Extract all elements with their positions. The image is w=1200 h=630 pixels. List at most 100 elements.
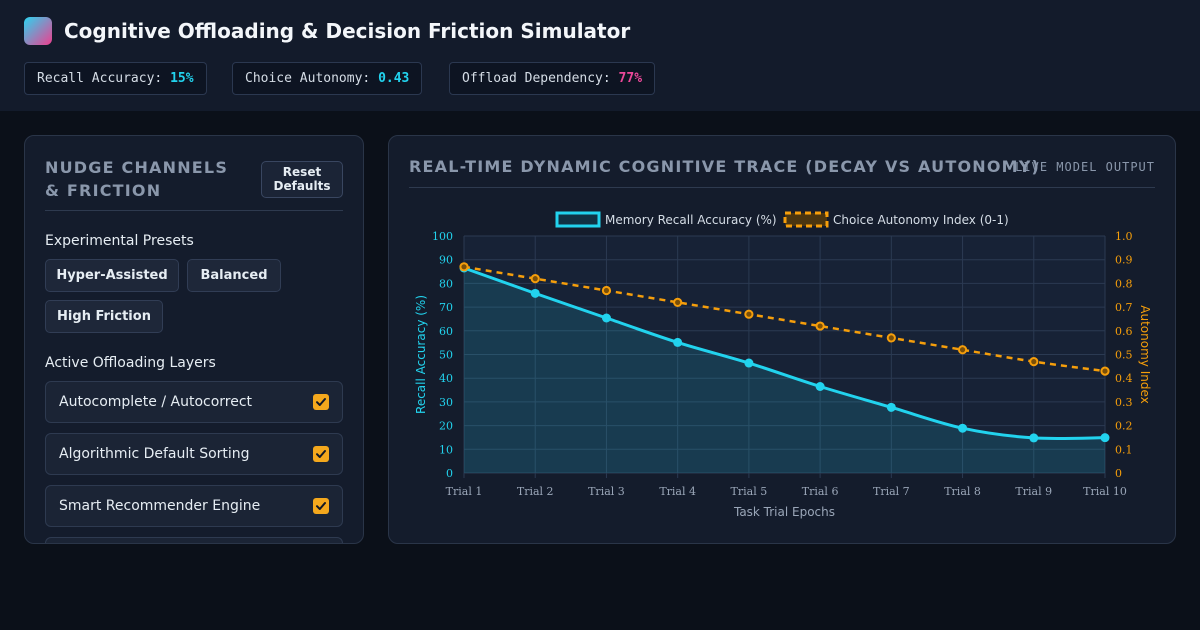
data-point-recall [815,381,825,391]
data-point-autonomy [1029,357,1039,367]
data-point-recall [530,288,540,298]
x-tick-label: Trial 5 [731,485,768,498]
y-right-tick-label: 0.4 [1115,372,1133,385]
x-tick-label: Trial 10 [1083,485,1127,498]
legend-label-recall: Memory Recall Accuracy (%) [605,213,777,227]
app-header: Cognitive Offloading & Decision Friction… [0,0,1200,111]
layer-checkbox[interactable] [313,446,329,462]
layer-checkbox[interactable] [313,498,329,514]
layer-label: Autocomplete / Autocorrect [59,394,253,410]
checkmark-icon [316,398,326,406]
series-area-fill [464,267,1105,473]
preset-hyper-assisted-button[interactable]: Hyper-Assisted [45,259,179,292]
data-point-recall [958,423,968,433]
app-logo [24,17,52,45]
x-tick-label: Trial 9 [1015,485,1052,498]
y-right-tick-label: 0.1 [1115,443,1133,456]
legend-swatch-recall [555,211,601,228]
y-right-tick-label: 0.8 [1115,277,1133,290]
y-left-tick-label: 20 [439,420,453,433]
y-left-tick-label: 80 [439,277,453,290]
stat-value: 0.43 [378,71,410,86]
data-point-autonomy [530,274,540,284]
y-right-tick-label: 0.6 [1115,325,1133,338]
data-point-recall [1100,433,1110,443]
y-right-tick-label: 0.2 [1115,420,1133,433]
x-tick-label: Trial 1 [446,485,483,498]
data-point-autonomy [886,333,896,343]
y-right-axis-title: Autonomy Index [1138,305,1152,403]
series-line-autonomy [463,265,1106,373]
controls-divider [45,210,343,211]
y-right-tick-label: 1.0 [1115,230,1133,243]
reset-defaults-button[interactable]: Reset Defaults [261,161,343,198]
y-left-tick-label: 70 [439,301,453,314]
stat-value: 15% [170,71,194,86]
x-tick-label: Trial 8 [944,485,981,498]
layer-default-sorting[interactable]: Algorithmic Default Sorting [45,433,343,475]
layer-checkbox[interactable] [313,394,329,410]
y-left-tick-label: 10 [439,443,453,456]
x-tick-label: Trial 4 [659,485,696,498]
cognitive-trace-chart: 0 10 20 30 40 50 60 70 80 90 100 0 0.1 0.2 0.3 0.4 0.5 0.… [414,211,1152,519]
y-left-tick-label: 100 [432,230,453,243]
data-point-recall [744,358,754,368]
stat-recall-accuracy: Recall Accuracy: 15% [24,62,207,95]
data-point-recall [886,402,896,412]
preset-high-friction-button[interactable]: High Friction [45,300,163,333]
x-tick-label: Trial 2 [517,485,554,498]
y-left-tick-label: 90 [439,254,453,267]
y-left-tick-label: 50 [439,349,453,362]
controls-panel: NUDGE CHANNELS & FRICTION Reset Defaults… [24,135,364,544]
y-right-tick-label: 0.5 [1115,349,1133,362]
layer-autocomplete[interactable]: Autocomplete / Autocorrect [45,381,343,423]
stat-label: Recall Accuracy: [37,71,163,86]
controls-title: NUDGE CHANNELS & FRICTION [45,158,229,200]
data-point-recall [601,313,611,323]
x-tick-label: Trial 6 [802,485,839,498]
x-axis-title: Task Trial Epochs [733,505,835,519]
layer-label: Algorithmic Default Sorting [59,446,250,462]
chart-panel: REAL-TIME DYNAMIC COGNITIVE TRACE (DECAY… [388,135,1176,544]
data-point-autonomy [957,345,968,355]
data-point-autonomy [815,321,825,331]
stat-label: Choice Autonomy: [245,71,371,86]
data-point-recall [673,337,683,347]
y-left-tick-label: 60 [439,325,453,338]
checkmark-icon [316,450,326,458]
layer-label: Smart Recommender Engine [59,498,261,514]
stat-offload-dependency: Offload Dependency: 77% [449,62,656,95]
presets-label: Experimental Presets [45,233,194,249]
legend-label-autonomy: Choice Autonomy Index (0-1) [833,213,1009,227]
y-right-tick-label: 0.9 [1115,254,1133,267]
layer-recommender[interactable]: Smart Recommender Engine [45,485,343,527]
live-output-label: LIVE MODEL OUTPUT [1015,160,1155,174]
data-point-autonomy [744,309,754,319]
data-point-recall [1029,433,1039,443]
series-line-recall [463,266,1106,441]
x-tick-label: Trial 3 [588,485,625,498]
y-left-tick-label: 40 [439,372,453,385]
stat-label: Offload Dependency: [462,71,611,86]
y-right-tick-label: 0 [1115,467,1122,480]
y-right-tick-label: 0.7 [1115,301,1133,314]
checkmark-icon [316,502,326,510]
app-title: Cognitive Offloading & Decision Friction… [64,19,631,43]
chart-title: REAL-TIME DYNAMIC COGNITIVE TRACE (DECAY… [409,157,1041,176]
layers-label: Active Offloading Layers [45,355,216,371]
data-point-autonomy [1100,366,1110,376]
y-left-tick-label: 0 [446,467,453,480]
y-left-axis-title: Recall Accuracy (%) [414,295,428,414]
y-right-tick-label: 0.3 [1115,396,1133,409]
stat-choice-autonomy: Choice Autonomy: 0.43 [232,62,423,95]
preset-balanced-button[interactable]: Balanced [187,259,281,292]
data-point-autonomy [459,262,469,272]
legend-swatch-autonomy [783,211,829,228]
data-point-autonomy [673,297,683,307]
data-point-autonomy [601,285,612,296]
y-left-tick-label: 30 [439,396,453,409]
layer-item-partial[interactable] [45,537,343,543]
chart-divider [409,187,1155,188]
stat-value: 77% [618,71,643,86]
x-tick-label: Trial 7 [873,485,910,498]
